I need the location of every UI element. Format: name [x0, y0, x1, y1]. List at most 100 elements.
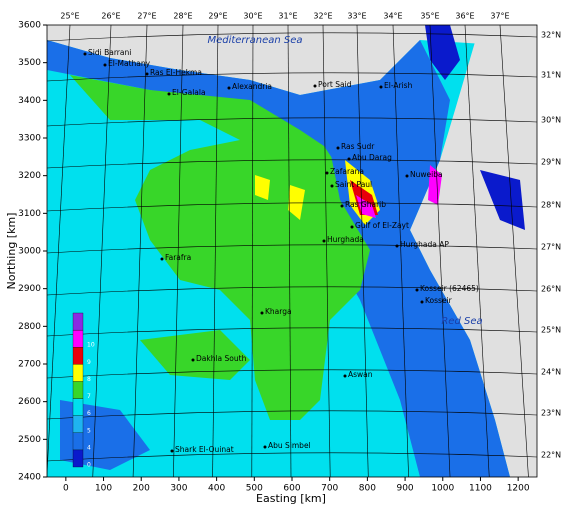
x-tick-label: 1100: [469, 484, 492, 494]
legend-label: 0: [87, 462, 91, 469]
longitude-label: 32°E: [313, 12, 332, 21]
place-label: Hurghada: [327, 235, 364, 244]
x-tick-label: 200: [133, 484, 150, 494]
parallel: [47, 244, 537, 254]
parallel: [47, 327, 537, 337]
station-dot: [415, 288, 419, 292]
green-zone-south: [140, 330, 250, 380]
station-dot: [379, 85, 383, 89]
y-tick-label: 2400: [18, 473, 41, 483]
legend-label: 5: [87, 427, 91, 434]
station-dot: [145, 72, 149, 76]
meridian: [47, 25, 71, 477]
delta-blue: [320, 100, 365, 170]
station-dot: [336, 146, 340, 150]
place-label: Saint Paul: [335, 180, 372, 189]
meridian: [132, 25, 148, 477]
magenta-gulf: [356, 195, 376, 218]
legend-swatch: [72, 347, 84, 365]
station-dot: [227, 86, 231, 90]
longitude-label: 37°E: [490, 12, 509, 21]
latitude-label: 28°N: [541, 201, 561, 210]
place-label: Kosseir: [425, 296, 453, 305]
legend-swatch: [72, 381, 84, 399]
legend-swatch: [72, 415, 84, 433]
meridian: [92, 25, 112, 477]
x-tick-label: 100: [95, 484, 112, 494]
map-field: [47, 25, 537, 477]
station-dot: [103, 63, 107, 67]
legend-label: 8: [87, 376, 91, 383]
station-dot: [167, 92, 171, 96]
parallel: [47, 117, 537, 127]
y-tick-label: 3600: [18, 21, 41, 31]
place-label: Alexandria: [232, 82, 272, 91]
legend-label: 9: [87, 359, 91, 366]
longitude-label: 26°E: [101, 12, 120, 21]
longitude-label: 36°E: [455, 12, 474, 21]
y-tick-label: 2500: [18, 435, 41, 445]
x-tick-label: 1000: [431, 484, 454, 494]
place-label: Shark El-Ouinat: [175, 445, 234, 454]
y-tick-label: 2600: [18, 397, 41, 407]
x-tick-label: 700: [321, 484, 338, 494]
latitude-label: 29°N: [541, 158, 561, 167]
legend-swatch: [72, 432, 84, 451]
place-label: Kharga: [265, 307, 292, 316]
place-label: Aswan: [348, 370, 373, 379]
meridian: [173, 25, 184, 477]
sea-gray: [47, 25, 537, 95]
graticule: [47, 25, 537, 477]
parallel: [47, 452, 537, 462]
latitude-label: 22°N: [541, 451, 561, 460]
station-dot: [340, 204, 344, 208]
legend-label: 6: [87, 410, 91, 417]
meridian: [464, 25, 490, 477]
y-tick-label: 3500: [18, 58, 41, 68]
station-dot: [170, 449, 174, 453]
y-tick-label: 3100: [18, 209, 41, 219]
legend-label: 7: [87, 393, 91, 400]
x-tick-label: 900: [396, 484, 413, 494]
coastal-blue: [47, 40, 510, 477]
place-label: Abu Darag: [352, 153, 392, 162]
legend-label: 4: [87, 444, 91, 451]
station-dot: [330, 184, 334, 188]
station-dot: [350, 225, 354, 229]
x-tick-label: 300: [170, 484, 187, 494]
magenta-aqaba: [428, 165, 442, 205]
y-tick-label: 2700: [18, 360, 41, 370]
parallel: [47, 72, 537, 82]
longitude-label: 31°E: [278, 12, 297, 21]
station-dot: [83, 52, 87, 56]
y-tick-label: 2800: [18, 322, 41, 332]
y-tick-label: 3200: [18, 171, 41, 181]
parallel: [47, 369, 537, 379]
longitude-label: 29°E: [208, 12, 227, 21]
x-tick-label: 600: [283, 484, 300, 494]
place-label: Ras Gharib: [345, 200, 386, 209]
x-tick-label: 1200: [507, 484, 530, 494]
darkblue-redsea: [480, 170, 525, 230]
place-label: Dakhla South: [196, 354, 247, 363]
meridian: [322, 25, 331, 477]
place-label: Kosseir (62465): [420, 284, 479, 293]
y-tick-label: 3300: [18, 134, 41, 144]
place-label: Zafarana: [330, 167, 364, 176]
yellow-spot: [288, 185, 305, 220]
station-dot: [395, 244, 399, 248]
latitude-label: 24°N: [541, 368, 561, 377]
meridian: [356, 25, 369, 477]
station-dot: [347, 157, 351, 161]
longitude-label: 28°E: [173, 12, 192, 21]
legend-swatch: [72, 398, 84, 416]
yellow-spot: [255, 175, 270, 200]
x-tick-label: 0: [63, 484, 69, 494]
latitude-label: 27°N: [541, 243, 561, 252]
latitude-label: 31°N: [541, 71, 561, 80]
legend-label: 10: [87, 342, 95, 349]
station-dot: [322, 239, 326, 243]
station-dot: [420, 300, 424, 304]
latitude-label: 32°N: [541, 31, 561, 40]
